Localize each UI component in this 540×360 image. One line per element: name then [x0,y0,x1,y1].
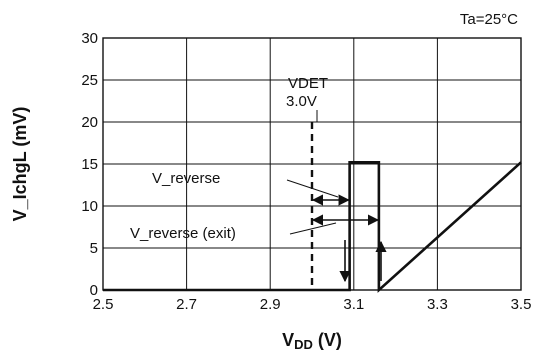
x-axis-title: VDD (V) [282,330,342,352]
v-reverse-exit-label: V_reverse (exit) [130,225,236,242]
y-tick-label: 25 [81,72,98,89]
x-tick-label: 2.7 [176,296,197,313]
annotations: VDET 3.0V V_reverse V_reverse (exit) Ta=… [130,11,518,290]
v-reverse-exit-leader [289,222,337,235]
condition-label: Ta=25°C [460,11,518,28]
v-reverse-leader [286,179,339,198]
x-axis-title-main: V [282,330,294,350]
series [103,161,522,293]
x-tick-labels: 2.5 2.7 2.9 3.1 3.3 3.5 [93,296,532,313]
y-axis-title: V_IchgL (mV) [10,107,30,222]
y-tick-label: 0 [90,282,98,299]
x-tick-label: 3.1 [343,296,364,313]
x-tick-label: 2.9 [260,296,281,313]
y-tick-label: 5 [90,240,98,257]
series-line [103,161,522,293]
y-tick-labels: 0 5 10 15 20 25 30 [81,30,98,299]
y-tick-label: 10 [81,198,98,215]
x-axis-title-sub: DD [294,337,313,352]
vdet-value-label: 3.0V [286,93,317,110]
x-axis-title-unit: (V) [313,330,342,350]
vdet-label: VDET [288,75,328,92]
y-tick-label: 20 [81,114,98,131]
y-tick-label: 15 [81,156,98,173]
y-tick-label: 30 [81,30,98,47]
v-reverse-label: V_reverse [152,170,220,187]
x-tick-label: 3.3 [427,296,448,313]
x-tick-label: 3.5 [511,296,532,313]
x-tick-label: 2.5 [93,296,114,313]
